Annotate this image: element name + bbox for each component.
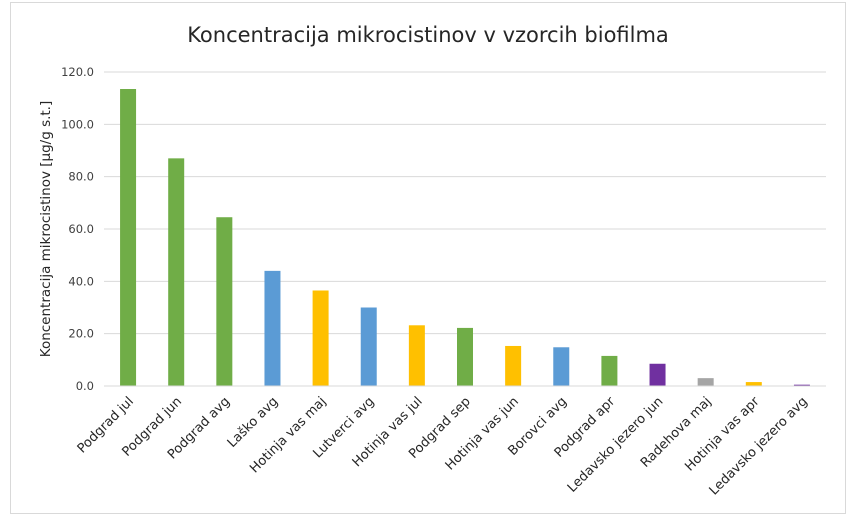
- chart-title: Koncentracija mikrocistinov v vzorcih bi…: [187, 23, 669, 47]
- bar: [457, 327, 473, 386]
- bar: [360, 307, 377, 386]
- x-category-label: Ledavsko jezero avg: [707, 394, 811, 498]
- chart-frame: Koncentracija mikrocistinov v vzorcih bi…: [10, 2, 846, 514]
- bar: [697, 378, 714, 386]
- bar: [505, 345, 522, 386]
- bar: [553, 347, 570, 386]
- bar: [745, 382, 762, 386]
- y-tick-label: 100.0: [61, 117, 94, 131]
- y-tick-label: 80.0: [68, 170, 94, 184]
- y-axis-title: Koncentracija mikrocistinov [µg/g s.t.]: [38, 101, 54, 357]
- bar: [408, 325, 425, 386]
- bar: [649, 363, 666, 386]
- y-tick-label: 60.0: [68, 222, 94, 236]
- y-tick-label: 20.0: [68, 327, 94, 341]
- bar: [168, 158, 185, 386]
- bar: [264, 270, 281, 386]
- bar: [120, 89, 137, 386]
- bar: [601, 355, 618, 386]
- bar: [216, 217, 233, 386]
- y-tick-label: 40.0: [68, 274, 94, 288]
- y-tick-label: 120.0: [61, 65, 94, 79]
- bar: [793, 384, 810, 386]
- y-tick-label: 0.0: [76, 379, 94, 393]
- x-category-label: Ledavsko jezero jun: [565, 394, 666, 495]
- bar: [312, 290, 329, 386]
